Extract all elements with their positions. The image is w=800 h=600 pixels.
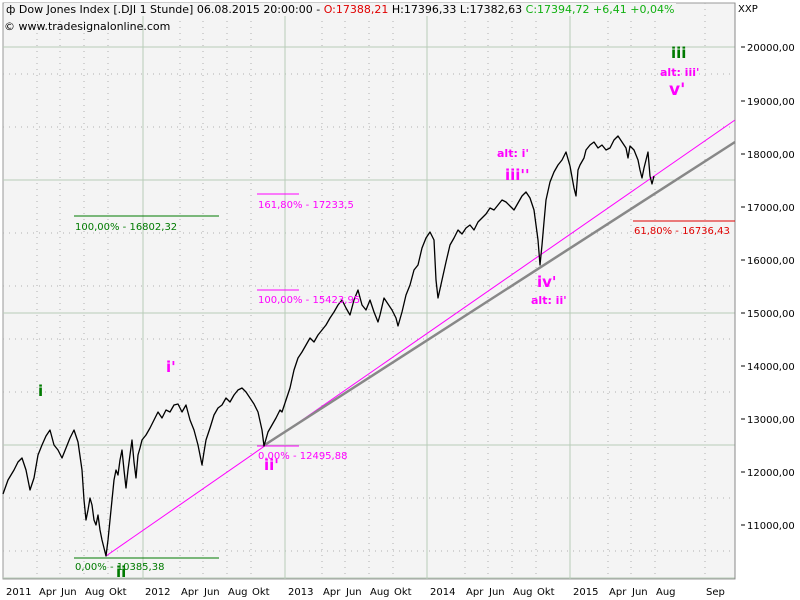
svg-text:Jun: Jun bbox=[203, 587, 220, 598]
axis-unit-label: XXP bbox=[738, 4, 758, 15]
trendline-gray[interactable] bbox=[262, 140, 736, 448]
close-value: C:17394,72 +6,41 +0,04% bbox=[525, 3, 675, 16]
y-tick-label: 16000,00 bbox=[747, 256, 795, 267]
wave-label-i: i bbox=[38, 382, 43, 400]
y-tick-label: 18000,00 bbox=[747, 150, 795, 161]
svg-text:Okt: Okt bbox=[537, 587, 555, 598]
price-line[interactable] bbox=[2, 135, 655, 557]
svg-text:Okt: Okt bbox=[394, 587, 412, 598]
svg-text:Jun: Jun bbox=[345, 587, 362, 598]
fib-label-magenta-161: 161,80% - 17233,5 bbox=[258, 200, 354, 211]
svg-text:2014: 2014 bbox=[430, 587, 455, 598]
svg-text:Apr: Apr bbox=[323, 587, 341, 598]
copyright-text: © www.tradesignalonline.com bbox=[4, 20, 171, 33]
svg-text:Apr: Apr bbox=[181, 587, 199, 598]
svg-text:Aug: Aug bbox=[228, 587, 248, 598]
svg-text:2011: 2011 bbox=[6, 587, 31, 598]
svg-text:Apr: Apr bbox=[466, 587, 484, 598]
svg-text:Sep: Sep bbox=[706, 587, 725, 598]
wave-label-i-prime: i' bbox=[166, 358, 176, 376]
svg-text:2013: 2013 bbox=[288, 587, 313, 598]
low-value: L:17382,63 bbox=[459, 3, 523, 16]
svg-text:Apr: Apr bbox=[39, 587, 57, 598]
y-axis: 20000,00 19000,00 18000,00 17000,00 1600… bbox=[734, 3, 795, 579]
grid-dotted bbox=[3, 3, 735, 579]
candle-icon: ф bbox=[6, 3, 16, 16]
svg-text:Aug: Aug bbox=[513, 587, 533, 598]
wave-label-iv-prime: iv' bbox=[537, 273, 557, 291]
y-tick-label: 17000,00 bbox=[747, 203, 795, 214]
chart-title: Dow Jones Index [.DJI 1 Stunde] 06.08.20… bbox=[18, 3, 321, 16]
wave-label-ii: ii bbox=[116, 563, 126, 581]
wave-label-v-prime: v' bbox=[669, 80, 685, 100]
svg-text:Okt: Okt bbox=[252, 587, 270, 598]
y-tick-label: 11000,00 bbox=[747, 521, 795, 532]
svg-text:Aug: Aug bbox=[370, 587, 390, 598]
svg-text:Jun: Jun bbox=[60, 587, 77, 598]
svg-text:Jun: Jun bbox=[631, 587, 648, 598]
y-tick-label: 12000,00 bbox=[747, 468, 795, 479]
open-value: O:17388,21 bbox=[323, 3, 389, 16]
chart-header: ф Dow Jones Index [.DJI 1 Stunde] 06.08.… bbox=[4, 3, 677, 16]
svg-text:Aug: Aug bbox=[85, 587, 105, 598]
svg-text:Apr: Apr bbox=[609, 587, 627, 598]
wave-label-alt-ii: alt: ii' bbox=[531, 294, 567, 307]
svg-text:Aug: Aug bbox=[656, 587, 676, 598]
fib-label-red-61: 61,80% - 16736,43 bbox=[634, 226, 730, 237]
wave-label-iii-dprime: iii'' bbox=[505, 166, 530, 184]
fib-label-green-100: 100,00% - 16802,32 bbox=[75, 222, 177, 233]
fib-label-green-0: 0,00% - 10385,38 bbox=[75, 562, 164, 573]
grid-solid bbox=[3, 3, 735, 579]
wave-label-alt-iii: alt: iii' bbox=[660, 66, 699, 79]
wave-label-alt-i: alt: i' bbox=[497, 147, 529, 160]
svg-text:Jun: Jun bbox=[488, 587, 505, 598]
fib-label-magenta-100: 100,00% - 15423,95 bbox=[258, 295, 360, 306]
wave-label-ii-prime: ii' bbox=[264, 456, 279, 474]
y-tick-label: 14000,00 bbox=[747, 362, 795, 373]
fib-label-magenta-0: 0,00% - 12495,88 bbox=[258, 451, 347, 462]
x-axis: 2011 Apr Jun Aug Okt 2012 Apr Jun Aug Ok… bbox=[6, 587, 725, 598]
trendline-magenta[interactable] bbox=[105, 119, 736, 557]
wave-label-iii: iii bbox=[671, 44, 686, 62]
svg-text:2015: 2015 bbox=[573, 587, 598, 598]
y-tick-label: 13000,00 bbox=[747, 415, 795, 426]
y-tick-label: 20000,00 bbox=[747, 43, 795, 54]
y-tick-label: 15000,00 bbox=[747, 309, 795, 320]
svg-text:2012: 2012 bbox=[145, 587, 170, 598]
high-value: H:17396,33 bbox=[391, 3, 457, 16]
y-tick-label: 19000,00 bbox=[747, 97, 795, 108]
svg-text:Okt: Okt bbox=[109, 587, 127, 598]
